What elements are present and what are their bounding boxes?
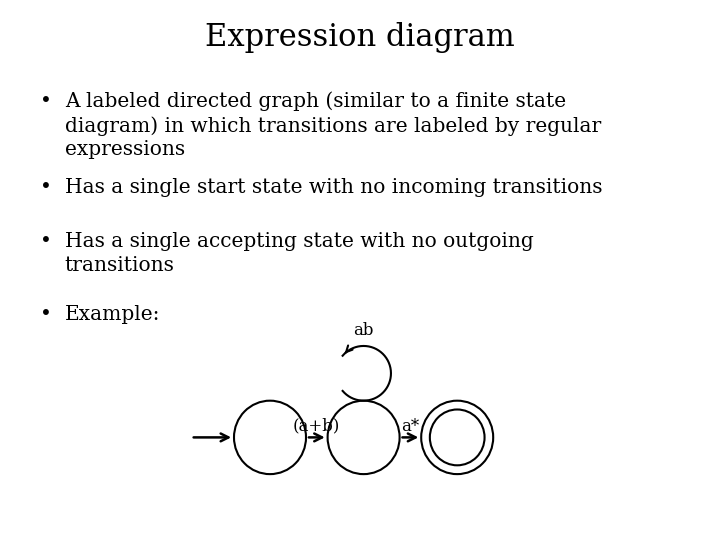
Text: (a+b): (a+b) xyxy=(293,418,341,435)
Text: Has a single start state with no incoming transitions: Has a single start state with no incomin… xyxy=(65,178,603,197)
Text: ab: ab xyxy=(354,322,374,340)
Text: •: • xyxy=(40,92,51,111)
Text: Example:: Example: xyxy=(65,305,161,324)
Text: •: • xyxy=(40,178,51,197)
Text: Has a single accepting state with no outgoing
transitions: Has a single accepting state with no out… xyxy=(65,232,534,275)
Text: •: • xyxy=(40,305,51,324)
Text: •: • xyxy=(40,232,51,251)
Text: a*: a* xyxy=(401,418,420,435)
Text: A labeled directed graph (similar to a finite state
diagram) in which transition: A labeled directed graph (similar to a f… xyxy=(65,92,601,159)
Text: Expression diagram: Expression diagram xyxy=(205,22,515,52)
